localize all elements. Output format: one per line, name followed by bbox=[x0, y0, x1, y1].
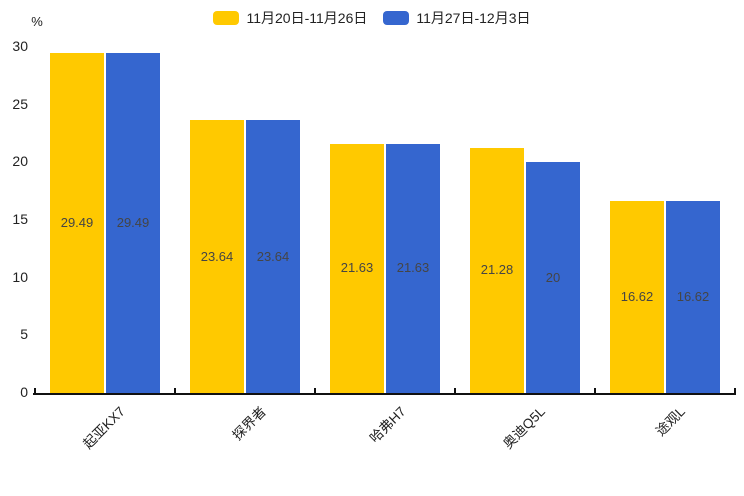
x-axis-tick bbox=[594, 388, 596, 393]
x-axis-line bbox=[33, 393, 736, 395]
y-axis-tick-label: 0 bbox=[20, 384, 28, 400]
bar-value-label: 16.62 bbox=[620, 289, 654, 305]
x-axis-category-label: 起亚KX7 bbox=[80, 403, 129, 452]
legend-item-week2[interactable]: 11月27日-12月3日 bbox=[383, 8, 531, 28]
bar-value-label: 21.63 bbox=[396, 260, 430, 276]
bar-11月20日-11月26日-途观L bbox=[610, 201, 664, 393]
bar-11月27日-12月3日-探界者 bbox=[246, 120, 300, 393]
bar-11月27日-12月3日-途观L bbox=[666, 201, 720, 393]
bar-11月27日-12月3日-起亚KX7 bbox=[106, 52, 160, 393]
legend-swatch-week2-icon bbox=[383, 11, 410, 25]
legend-label-week2: 11月27日-12月3日 bbox=[416, 10, 531, 26]
legend-swatch-week1-icon bbox=[213, 11, 240, 25]
x-axis-tick bbox=[34, 388, 36, 393]
bar-value-label: 29.49 bbox=[60, 214, 94, 230]
legend: 11月20日-11月26日 11月27日-12月3日 bbox=[0, 8, 744, 28]
y-axis-tick-label: 5 bbox=[20, 326, 28, 343]
y-axis-unit-label: % bbox=[31, 14, 43, 29]
x-axis-category-label: 奥迪Q5L bbox=[500, 403, 549, 452]
bar-value-label: 20 bbox=[545, 269, 561, 285]
bar-value-label: 23.64 bbox=[256, 248, 290, 264]
bar-value-label: 21.28 bbox=[480, 262, 514, 278]
bar-11月20日-11月26日-哈弗H7 bbox=[330, 143, 384, 393]
x-axis-tick bbox=[174, 388, 176, 393]
bar-11月20日-11月26日-起亚KX7 bbox=[50, 52, 104, 393]
x-axis-category-label: 哈弗H7 bbox=[366, 403, 409, 446]
bar-11月20日-11月26日-探界者 bbox=[190, 120, 244, 393]
bar-value-label: 29.49 bbox=[116, 214, 150, 230]
y-axis-tick-label: 15 bbox=[12, 211, 28, 227]
bar-11月20日-11月26日-奥迪Q5L bbox=[470, 147, 524, 393]
x-axis-tick bbox=[734, 388, 736, 393]
x-axis-tick bbox=[454, 388, 456, 393]
y-axis-tick-label: 10 bbox=[12, 268, 28, 285]
x-axis-category-label: 途观L bbox=[653, 403, 689, 439]
y-axis-tick-label: 30 bbox=[12, 38, 28, 54]
y-axis-tick-label: 25 bbox=[12, 95, 28, 112]
bar-value-label: 16.62 bbox=[676, 289, 710, 305]
bar-value-label: 21.63 bbox=[340, 260, 374, 276]
y-axis-tick-label: 20 bbox=[12, 153, 28, 170]
bar-value-label: 23.64 bbox=[200, 248, 234, 264]
legend-label-week1: 11月20日-11月26日 bbox=[246, 10, 368, 26]
bar-11月27日-12月3日-奥迪Q5L bbox=[526, 162, 580, 393]
bar-11月27日-12月3日-哈弗H7 bbox=[386, 143, 440, 393]
x-axis-tick bbox=[314, 388, 316, 393]
legend-item-week1[interactable]: 11月20日-11月26日 bbox=[213, 8, 367, 28]
x-axis-category-label: 探界者 bbox=[229, 403, 269, 444]
